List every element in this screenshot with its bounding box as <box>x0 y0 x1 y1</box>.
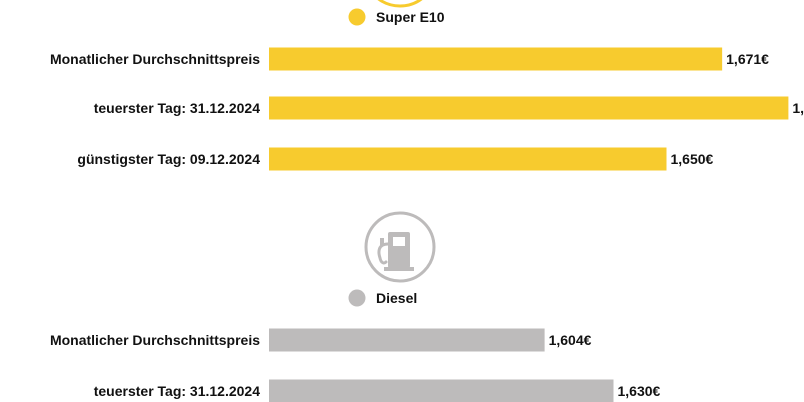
bar-diesel-2 <box>269 379 614 402</box>
bar-diesel-1 <box>269 328 545 352</box>
category-label-super-e10-2: teuerster Tag: 31.12.2024 <box>94 100 260 116</box>
value-label-diesel-2: 1,630€ <box>618 383 661 399</box>
fuel-pump-icon-diesel <box>364 211 436 283</box>
category-label-super-e10-1: Monatlicher Durchschnittspreis <box>50 51 260 67</box>
bar-super-e10-1 <box>269 47 723 71</box>
bar-super-e10-2 <box>269 96 789 120</box>
category-label-super-e10-3: günstigster Tag: 09.12.2024 <box>77 151 260 167</box>
value-label-super-e10-2: 1,696€ <box>792 100 804 116</box>
value-label-super-e10-1: 1,671€ <box>726 51 769 67</box>
value-label-diesel-1: 1,604€ <box>549 332 592 348</box>
legend-label-diesel: Diesel <box>376 290 417 306</box>
legend-label-super-e10: Super E10 <box>376 9 445 25</box>
bar-super-e10-3 <box>269 147 667 171</box>
legend-dot-super-e10 <box>348 8 366 26</box>
value-label-super-e10-3: 1,650€ <box>671 151 714 167</box>
category-label-diesel-2: teuerster Tag: 31.12.2024 <box>94 383 260 399</box>
legend-dot-diesel <box>348 289 366 307</box>
fuel-pump-icon-super-e10 <box>377 0 423 8</box>
category-label-diesel-1: Monatlicher Durchschnittspreis <box>50 332 260 348</box>
